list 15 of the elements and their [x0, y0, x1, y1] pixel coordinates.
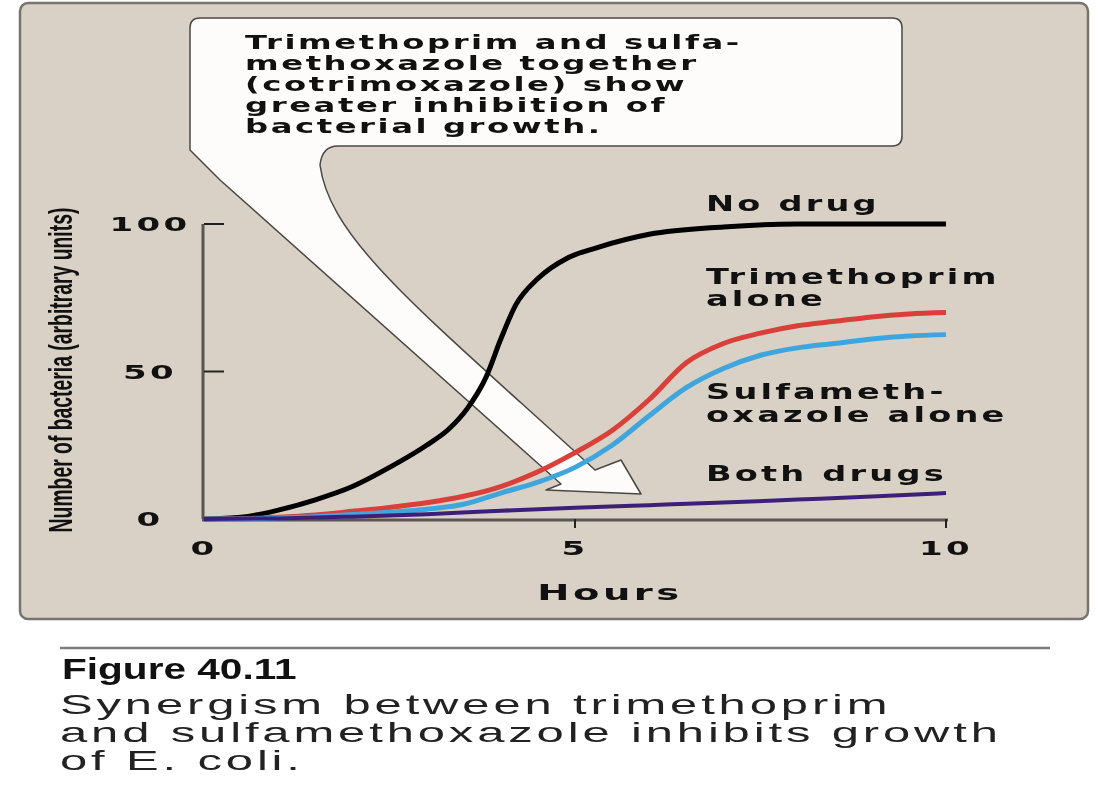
x-axis-title: Hours: [537, 579, 683, 605]
y-tick-label: 0: [136, 507, 164, 532]
x-tick-label: 10: [918, 536, 974, 561]
text: Synergism between trimethoprim and sulfamethoxazole inhibits growth of E. coli.: [60, 688, 1002, 776]
y-tick-label: 50: [122, 359, 178, 384]
series-label: Trimethoprim alone: [706, 264, 1000, 312]
text: Figure 40.11: [62, 652, 297, 685]
series-label: No drug: [706, 191, 880, 217]
y-axis-title: Number of bacteria (arbitrary units): [40, 207, 80, 533]
x-tick-label: 5: [561, 536, 589, 561]
text: Trimethoprim and sulfa- methoxazole together (cotrimoxazole) show greater inhibition of bacterial growth.: [245, 31, 742, 138]
x-tick-label: 0: [190, 536, 218, 561]
series-label: Sulfameth- oxazole alone: [706, 379, 1008, 427]
series-label: Both drugs: [706, 461, 947, 487]
y-tick-label: 100: [109, 212, 191, 237]
